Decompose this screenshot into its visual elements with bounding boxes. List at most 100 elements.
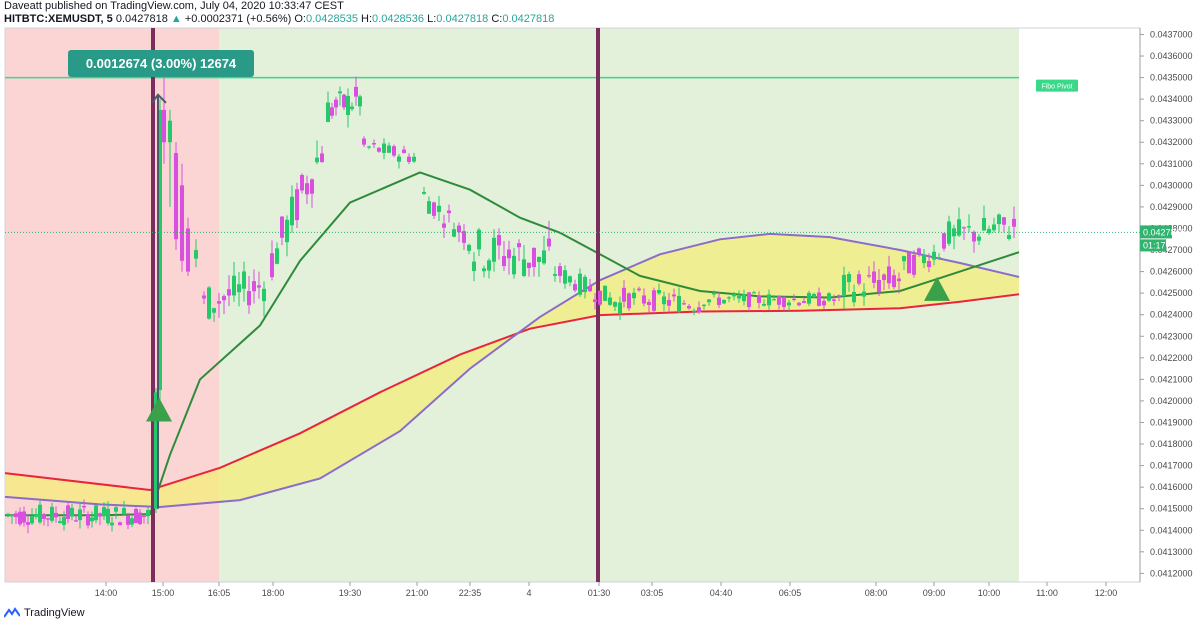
candle-body bbox=[992, 224, 996, 231]
candle-body bbox=[217, 301, 221, 304]
candle-body bbox=[937, 257, 941, 259]
candle-body bbox=[194, 250, 198, 259]
candle-body bbox=[618, 302, 622, 315]
x-tick-label: 09:00 bbox=[923, 588, 946, 598]
candle-body bbox=[186, 228, 190, 272]
candle-body bbox=[54, 512, 58, 518]
candle-body bbox=[66, 505, 70, 519]
candle-body bbox=[46, 518, 50, 520]
candle-body bbox=[877, 279, 881, 293]
y-tick-label: 0.0425000 bbox=[1150, 288, 1193, 298]
candle-body bbox=[502, 255, 506, 267]
candle-body bbox=[367, 146, 371, 148]
cloud-fill bbox=[5, 233, 1019, 507]
candle-body bbox=[212, 308, 216, 313]
candle-body bbox=[338, 91, 342, 94]
y-tick-label: 0.0412000 bbox=[1150, 568, 1193, 578]
candle-body bbox=[517, 243, 521, 248]
candle-body bbox=[767, 294, 771, 306]
candle-body bbox=[472, 261, 476, 272]
candle-body bbox=[707, 299, 711, 303]
y-tick-label: 0.0435000 bbox=[1150, 73, 1193, 83]
candle-body bbox=[290, 196, 294, 226]
candle-body bbox=[757, 295, 761, 303]
candle-body bbox=[102, 507, 106, 517]
candle-body bbox=[857, 274, 861, 284]
candle-body bbox=[275, 248, 279, 264]
candle-body bbox=[82, 505, 86, 508]
candle-body bbox=[18, 511, 22, 525]
candle-body bbox=[138, 512, 142, 525]
candle-body bbox=[222, 296, 226, 301]
candle-body bbox=[154, 392, 158, 509]
y-tick-label: 0.0421000 bbox=[1150, 374, 1193, 384]
candle-body bbox=[762, 303, 766, 306]
buy-signal-triangle-icon bbox=[924, 276, 950, 301]
last-price: 0.0427818 bbox=[115, 13, 168, 25]
candle-body bbox=[782, 297, 786, 308]
candle-body bbox=[812, 293, 816, 298]
candle-body bbox=[50, 506, 54, 521]
candle-body bbox=[697, 307, 701, 313]
candle-body bbox=[377, 147, 381, 152]
candle-body bbox=[162, 109, 166, 143]
candle-body bbox=[346, 95, 350, 116]
x-tick-label: 21:00 bbox=[406, 588, 429, 598]
candle-body bbox=[320, 153, 324, 163]
candle-body bbox=[583, 276, 587, 293]
buy-signal-triangle-icon bbox=[146, 397, 172, 422]
candle-body bbox=[482, 268, 486, 272]
candle-body bbox=[737, 295, 741, 299]
y-tick-label: 0.0424000 bbox=[1150, 310, 1193, 320]
candle-body bbox=[932, 251, 936, 260]
candle-body bbox=[330, 107, 334, 116]
candle-body bbox=[334, 99, 338, 108]
candle-body bbox=[727, 297, 731, 299]
last-price-label: 0.0427818 bbox=[1143, 227, 1186, 237]
x-tick-label: 01:30 bbox=[588, 588, 611, 598]
candle-body bbox=[174, 153, 178, 240]
candle-body bbox=[887, 266, 891, 284]
candle-body bbox=[358, 96, 362, 107]
candle-body bbox=[477, 229, 481, 250]
candle-body bbox=[10, 515, 14, 517]
candle-body bbox=[1002, 217, 1006, 225]
candle-body bbox=[300, 175, 304, 191]
candle-body bbox=[38, 504, 42, 523]
candle-body bbox=[326, 102, 330, 122]
pivot-label-bg bbox=[1036, 79, 1078, 92]
tradingview-logo-icon bbox=[4, 607, 20, 618]
candle-body bbox=[437, 205, 441, 212]
candle-body bbox=[14, 513, 18, 518]
candle-body bbox=[537, 256, 541, 262]
candle-body bbox=[647, 301, 651, 305]
y-tick-label: 0.0434000 bbox=[1150, 94, 1193, 104]
candle-body bbox=[532, 247, 536, 268]
open-value: 0.0428535 bbox=[305, 13, 358, 25]
candle-body bbox=[977, 236, 981, 241]
y-tick-label: 0.0414000 bbox=[1150, 525, 1193, 535]
candle-body bbox=[452, 229, 456, 237]
candle-body bbox=[747, 292, 751, 308]
candle-body bbox=[942, 233, 946, 249]
candle-body bbox=[802, 301, 806, 304]
candle-body bbox=[882, 274, 886, 280]
candle-body bbox=[862, 291, 866, 297]
candle-body bbox=[146, 510, 150, 517]
y-tick-label: 0.0430000 bbox=[1150, 180, 1193, 190]
candle-body bbox=[134, 508, 138, 524]
candle-body bbox=[547, 238, 551, 247]
countdown-label: 01:17 bbox=[1143, 240, 1166, 250]
candle-body bbox=[527, 262, 531, 269]
candle-body bbox=[598, 290, 602, 305]
candle-body bbox=[732, 293, 736, 297]
candle-body bbox=[1007, 235, 1011, 239]
candle-body bbox=[982, 217, 986, 231]
candle-body bbox=[867, 275, 871, 277]
candle-body bbox=[1012, 218, 1016, 227]
candle-body bbox=[667, 299, 671, 306]
footer-brand: TradingView bbox=[24, 607, 85, 619]
candle-body bbox=[962, 227, 966, 229]
candle-body bbox=[997, 214, 1001, 225]
